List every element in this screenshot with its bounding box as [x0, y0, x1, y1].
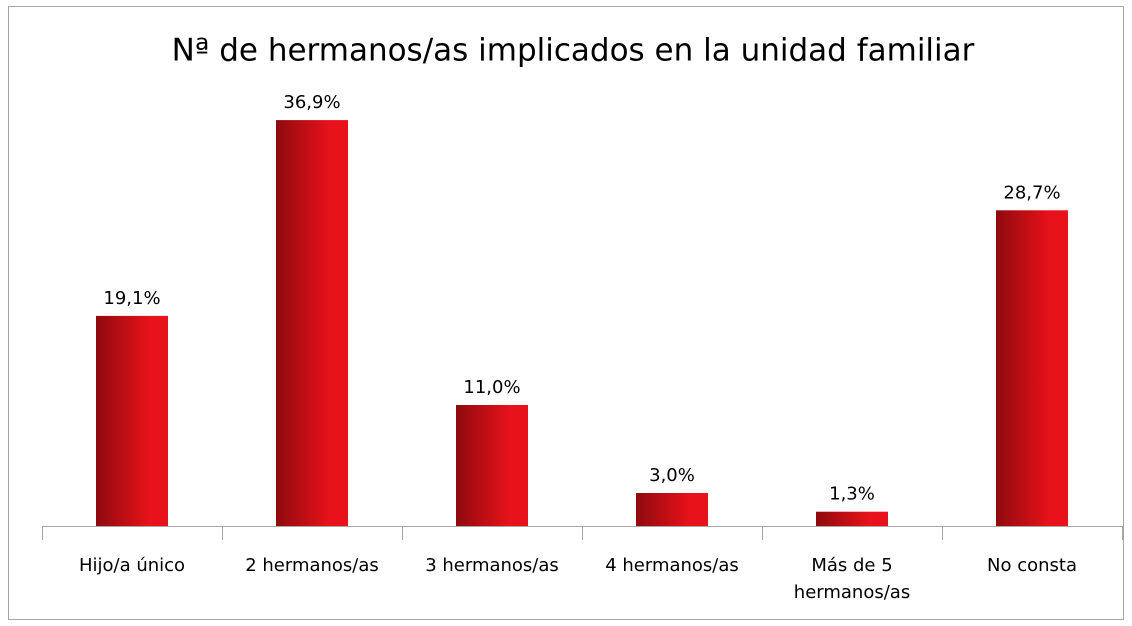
value-label: 1,3% [829, 484, 875, 505]
bar [96, 315, 168, 526]
bar [456, 405, 528, 526]
value-label: 28,7% [1003, 182, 1060, 203]
x-tick-label: 3 hermanos/as [425, 555, 559, 576]
chart-border [8, 6, 1124, 620]
x-tick-label: 2 hermanos/as [245, 555, 379, 576]
chart-title: Nª de hermanos/as implicados en la unida… [172, 33, 975, 69]
bar [276, 120, 348, 526]
bar [996, 210, 1068, 527]
x-tick-label: Hijo/a único [78, 555, 186, 576]
x-tick-label: 4 hermanos/as [605, 555, 739, 576]
value-label: 11,0% [463, 377, 520, 398]
value-label: 3,0% [649, 465, 695, 486]
x-tick-label: No consta [987, 555, 1077, 576]
value-label: 19,1% [103, 288, 160, 309]
x-tick-label: Más de 5 hermanos/as [793, 555, 911, 603]
bar [816, 511, 888, 526]
value-label: 36,9% [283, 92, 340, 113]
bar [636, 493, 708, 526]
